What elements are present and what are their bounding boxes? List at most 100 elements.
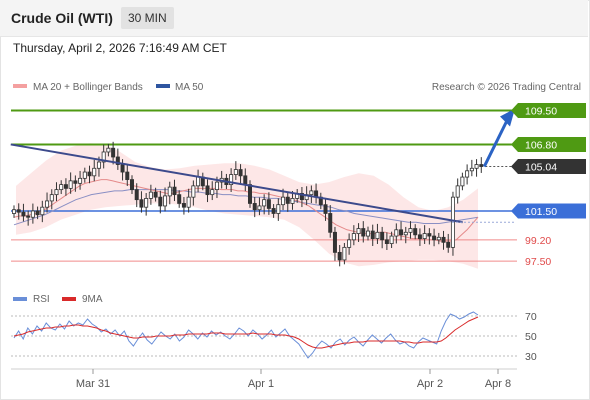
candle-body-26	[134, 189, 139, 201]
candle-body-81	[394, 229, 399, 237]
candle-body-32	[163, 195, 168, 207]
candle-body-61	[299, 192, 304, 201]
trendline	[10, 143, 463, 224]
candle-body-82	[399, 229, 404, 236]
candle-body-67	[328, 213, 333, 233]
target-arrow-head	[500, 108, 515, 127]
candle-body-43	[214, 181, 219, 191]
candle-body-33	[167, 186, 172, 197]
level-label-2: 105.04	[525, 162, 557, 174]
candle-body-46	[229, 174, 234, 186]
candle-body-72	[351, 233, 356, 241]
candle-body-2	[21, 211, 26, 217]
candle-body-86	[417, 234, 422, 239]
ma50-legend-swatch	[156, 84, 170, 88]
candle-body-19	[101, 151, 106, 163]
candle-body-96	[465, 170, 470, 178]
candle-body-80	[389, 235, 394, 245]
candle-body-88	[427, 233, 432, 237]
candle-body-13	[73, 180, 78, 184]
candle-body-18	[96, 161, 101, 169]
candle-body-34	[172, 186, 177, 196]
candle-body-63	[309, 190, 314, 196]
candle-body-49	[243, 175, 248, 186]
candle-body-95	[460, 176, 465, 187]
candle-body-52	[257, 205, 262, 211]
candle-body-98	[474, 164, 479, 169]
candle-body-78	[380, 231, 385, 241]
level-tag-0	[511, 103, 586, 119]
rsi-series-ma9	[13, 316, 479, 349]
candle-body-6	[40, 206, 45, 216]
candle-body-99	[479, 164, 484, 167]
candle-body-57	[281, 196, 286, 206]
candle-body-4	[30, 210, 35, 218]
ma50-legend-label: MA 50	[175, 82, 204, 93]
ma50-line	[13, 189, 479, 226]
rsi-legend-label: RSI	[33, 294, 50, 305]
candle-body-11	[63, 184, 68, 189]
level-label-1: 106.80	[525, 139, 557, 151]
candle-body-36	[181, 203, 186, 208]
candle-body-68	[332, 231, 337, 253]
candle-body-84	[408, 228, 413, 233]
level-tag-2	[511, 159, 586, 175]
candle-body-41	[205, 185, 210, 196]
candle-body-0	[11, 209, 16, 214]
candle-body-58	[285, 196, 290, 204]
candle-body-23	[120, 164, 125, 173]
candle-body-55	[271, 208, 276, 214]
candle-body-9	[54, 189, 59, 196]
candle-body-39	[196, 176, 201, 187]
candle-body-85	[413, 228, 418, 236]
timeframe-badge[interactable]: 30 MIN	[121, 7, 174, 29]
candle-body-12	[68, 180, 73, 189]
candle-body-73	[356, 228, 361, 234]
rsi-series-rsi	[13, 311, 479, 359]
x-tick-label-1: Apr 1	[248, 378, 274, 390]
candle-body-7	[45, 200, 50, 208]
rsi-tick-70: 70	[525, 311, 537, 323]
bollinger-band	[16, 143, 478, 269]
rsi-tick-30: 30	[525, 351, 537, 363]
level-label-0: 109.50	[525, 106, 557, 118]
candle-body-42	[210, 189, 215, 196]
x-tick-label-0: Mar 31	[76, 378, 110, 390]
candle-body-83	[403, 231, 408, 236]
candle-body-28	[144, 198, 149, 208]
candle-body-25	[129, 179, 134, 191]
candle-body-75	[365, 230, 370, 237]
support-label-5: 97.50	[525, 256, 551, 268]
candle-body-31	[158, 196, 163, 207]
ma9-legend-label: 9MA	[82, 294, 103, 305]
candle-body-79	[384, 239, 389, 245]
candle-body-66	[323, 204, 328, 214]
candle-body-90	[436, 236, 441, 241]
x-tick-label-3: Apr 8	[485, 378, 511, 390]
rsi-legend-swatch	[13, 297, 27, 301]
candle-body-77	[375, 231, 380, 239]
bollinger-legend-label: MA 20 + Bollinger Bands	[33, 82, 143, 93]
candle-body-70	[342, 246, 347, 261]
target-arrow-shaft	[482, 119, 509, 168]
candle-body-15	[82, 171, 87, 179]
candle-body-74	[361, 228, 366, 237]
candle-body-69	[337, 251, 342, 261]
credit-text: Research © 2026 Trading Central	[432, 82, 581, 93]
candle-body-21	[111, 147, 116, 158]
candle-body-54	[266, 199, 271, 209]
candle-body-35	[177, 194, 182, 204]
candle-body-71	[347, 239, 352, 248]
level-tag-3	[511, 203, 586, 219]
support-label-4: 99.20	[525, 235, 551, 247]
candle-body-5	[35, 210, 40, 216]
candle-body-94	[455, 185, 460, 198]
candle-body-50	[247, 184, 252, 204]
bollinger-legend-swatch	[13, 84, 27, 88]
candle-body-16	[87, 171, 92, 177]
candle-body-76	[370, 230, 375, 239]
level-tag-1	[511, 136, 586, 152]
candle-body-3	[26, 215, 31, 218]
x-tick-label-2: Apr 2	[417, 378, 443, 390]
